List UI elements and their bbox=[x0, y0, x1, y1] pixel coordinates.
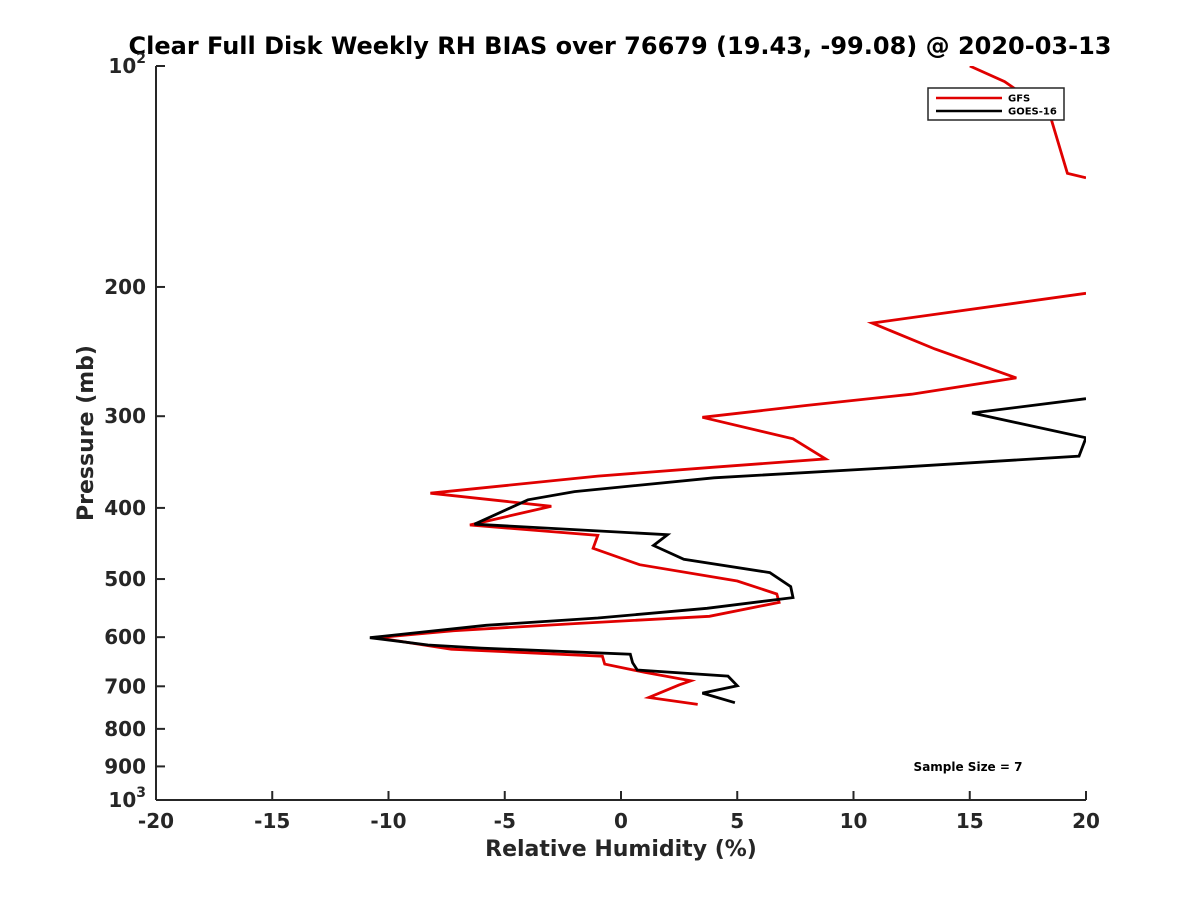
y-tick-label: 300 bbox=[104, 404, 146, 428]
y-axis-label: Pressure (mb) bbox=[74, 345, 99, 521]
x-axis-label: Relative Humidity (%) bbox=[485, 837, 757, 862]
y-tick-label: 102 bbox=[108, 51, 146, 78]
x-tick-label: -15 bbox=[254, 809, 290, 833]
legend: GFS GOES-16 bbox=[927, 87, 1065, 121]
x-tick-label: -10 bbox=[370, 809, 406, 833]
y-tick-label: 900 bbox=[104, 754, 146, 778]
x-tick-label: 15 bbox=[956, 809, 984, 833]
y-tick-label: 700 bbox=[104, 674, 146, 698]
legend-entry: GOES-16 bbox=[1008, 107, 1057, 118]
x-tick-label: -5 bbox=[494, 809, 516, 833]
x-tick-label: 10 bbox=[840, 809, 868, 833]
axes: -20 -15 -10 -5 0 5 10 15 20 102 200 300 400 500 600 700… bbox=[104, 51, 1100, 833]
y-tick-label: 500 bbox=[104, 567, 146, 591]
y-tick-label: 600 bbox=[104, 625, 146, 649]
y-tick-label: 200 bbox=[104, 275, 146, 299]
x-tick-label: -20 bbox=[138, 809, 174, 833]
series-line-goes-16 bbox=[369, 397, 1086, 705]
series-line-gfs bbox=[376, 66, 1086, 706]
y-tick-label: 400 bbox=[104, 496, 146, 520]
y-tick-label: 800 bbox=[104, 717, 146, 741]
legend-box bbox=[927, 87, 1065, 121]
chart-title: Clear Full Disk Weekly RH BIAS over 7667… bbox=[129, 32, 1112, 60]
x-tick-label: 0 bbox=[614, 809, 628, 833]
y-tick-label: 103 bbox=[108, 785, 146, 812]
x-tick-label: 20 bbox=[1072, 809, 1100, 833]
legend-entry: GFS bbox=[1008, 94, 1030, 105]
series-layer bbox=[369, 66, 1086, 706]
sample-size-annotation: Sample Size = 7 bbox=[914, 760, 1023, 774]
x-tick-label: 5 bbox=[730, 809, 744, 833]
